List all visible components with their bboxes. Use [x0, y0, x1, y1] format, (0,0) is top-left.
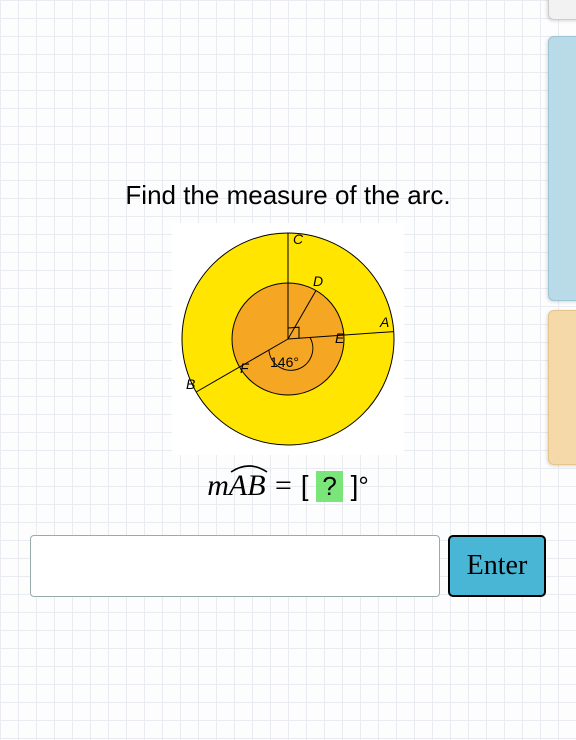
answer-blank[interactable]: ? — [316, 471, 342, 502]
label-a: A — [379, 314, 389, 330]
equation: m AB = [ ? ]° — [30, 469, 546, 503]
enter-button[interactable]: Enter — [448, 535, 546, 597]
label-c: C — [293, 231, 304, 247]
arc-diagram: C D A E B F 146° — [172, 223, 404, 455]
bracket-close: ] — [343, 470, 359, 501]
question-prompt: Find the measure of the arc. — [30, 180, 546, 211]
equation-equals: = — [266, 469, 301, 502]
content-area: Find the measure of the arc. C D A E — [0, 0, 576, 740]
label-b: B — [186, 376, 195, 392]
diagram-container: C D A E B F 146° — [172, 223, 404, 455]
label-f: F — [240, 360, 250, 376]
label-d: D — [313, 273, 323, 289]
angle-label-146: 146° — [270, 354, 299, 370]
arc-hat-icon — [229, 463, 269, 473]
arc-notation: AB — [229, 469, 266, 503]
bracket-open: [ — [301, 470, 317, 501]
label-e: E — [335, 330, 345, 346]
answer-row: Enter — [30, 535, 546, 597]
arc-label-ab: AB — [229, 469, 266, 502]
equation-m: m — [207, 469, 229, 502]
answer-input[interactable] — [30, 535, 440, 597]
degree-symbol: ° — [358, 471, 368, 501]
